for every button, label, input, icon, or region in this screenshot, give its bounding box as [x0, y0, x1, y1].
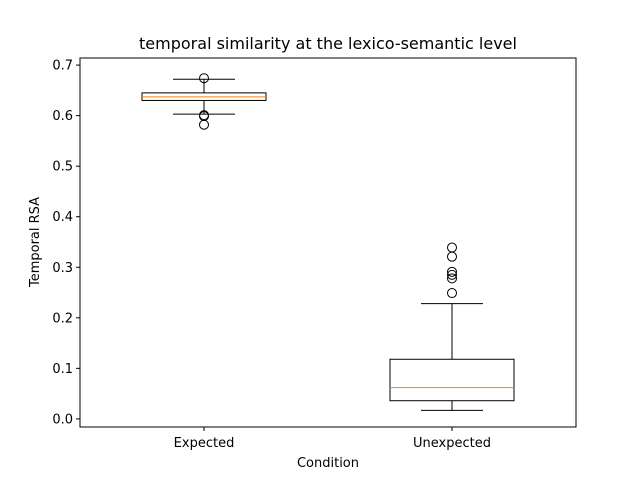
- outlier-point: [447, 266, 457, 277]
- iqr-box: [389, 358, 515, 402]
- chart-title: temporal similarity at the lexico-semant…: [139, 34, 517, 53]
- x-tick-label: Unexpected: [413, 436, 491, 451]
- outlier-point: [447, 273, 457, 284]
- outlier-point: [447, 251, 457, 262]
- y-tick-label: 0.0: [52, 412, 73, 427]
- y-axis-label: Temporal RSA: [28, 197, 43, 288]
- y-tick-label: 0.1: [52, 362, 73, 377]
- box-unexpected: [389, 242, 515, 411]
- y-tick-label: 0.5: [52, 160, 73, 175]
- box-expected: [141, 73, 267, 130]
- y-tick-label: 0.4: [52, 210, 73, 225]
- y-tick-label: 0.3: [52, 261, 73, 276]
- outlier-point: [199, 119, 209, 130]
- outlier-point: [199, 73, 209, 84]
- plot-area-frame: [79, 57, 577, 428]
- outlier-point: [447, 288, 457, 299]
- y-tick-label: 0.7: [52, 59, 73, 74]
- y-tick-label: 0.6: [52, 109, 73, 124]
- y-axis: 0.0 0.1 0.2 0.3 0.4 0.5 0.6 0.7: [52, 59, 80, 427]
- outlier-point: [447, 269, 457, 280]
- x-axis-label: Condition: [297, 456, 359, 471]
- x-axis: Expected Unexpected: [174, 427, 491, 451]
- outlier-point: [447, 242, 457, 253]
- x-tick-label: Expected: [174, 436, 235, 451]
- box-series: [141, 73, 515, 411]
- y-tick-label: 0.2: [52, 311, 73, 326]
